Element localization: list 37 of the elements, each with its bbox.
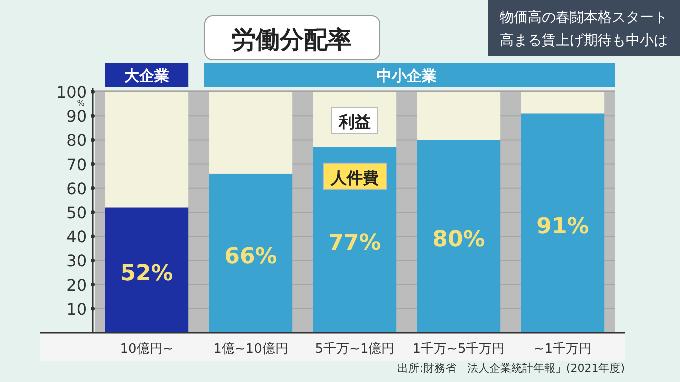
data-label: 80% — [432, 228, 486, 253]
bar — [313, 147, 397, 333]
y-tick-label: 50 — [66, 204, 87, 222]
x-tick-label: 1千万~5千万円 — [412, 342, 506, 357]
data-label: 52% — [120, 261, 174, 286]
y-tick-label: 80 — [66, 131, 87, 150]
text: 高まる賃上げ期待も中小は — [500, 33, 668, 49]
data-label: 77% — [328, 231, 382, 256]
text: 中小企業 — [377, 67, 437, 85]
bar — [417, 92, 501, 140]
x-tick-label: ~1千万円 — [534, 342, 592, 357]
x-tick-label: 10億円~ — [120, 342, 174, 357]
data-label: 66% — [224, 244, 278, 270]
chart-title: 労働分配率 — [232, 26, 352, 54]
bar — [105, 208, 189, 333]
bar — [209, 92, 293, 174]
series-label: 利益 — [338, 112, 371, 132]
y-tick-label: 60 — [66, 179, 87, 198]
x-tick-label: 1億~10億円 — [214, 342, 288, 357]
y-tick-label: 70 — [66, 155, 87, 174]
data-label: 91% — [536, 214, 590, 240]
text: 大企業 — [124, 67, 170, 85]
bar — [417, 140, 501, 333]
bar — [105, 92, 189, 208]
y-tick-label: 20 — [66, 276, 87, 295]
x-tick-label: 5千万~1億円 — [315, 342, 395, 357]
series-label: 人件費 — [330, 168, 379, 188]
y-tick-label: 40 — [66, 228, 87, 247]
y-tick-label: 10 — [66, 300, 87, 319]
bar — [521, 92, 605, 114]
y-axis-title: % — [77, 99, 86, 108]
text: 物価高の春闘本格スタート — [500, 10, 668, 26]
text: 出所:財務省「法人企業統計年報」(2021年度) — [398, 362, 625, 375]
y-tick-label: 30 — [66, 252, 87, 271]
bar — [521, 114, 605, 333]
bar — [209, 174, 293, 333]
y-tick-label: 90 — [66, 107, 87, 126]
